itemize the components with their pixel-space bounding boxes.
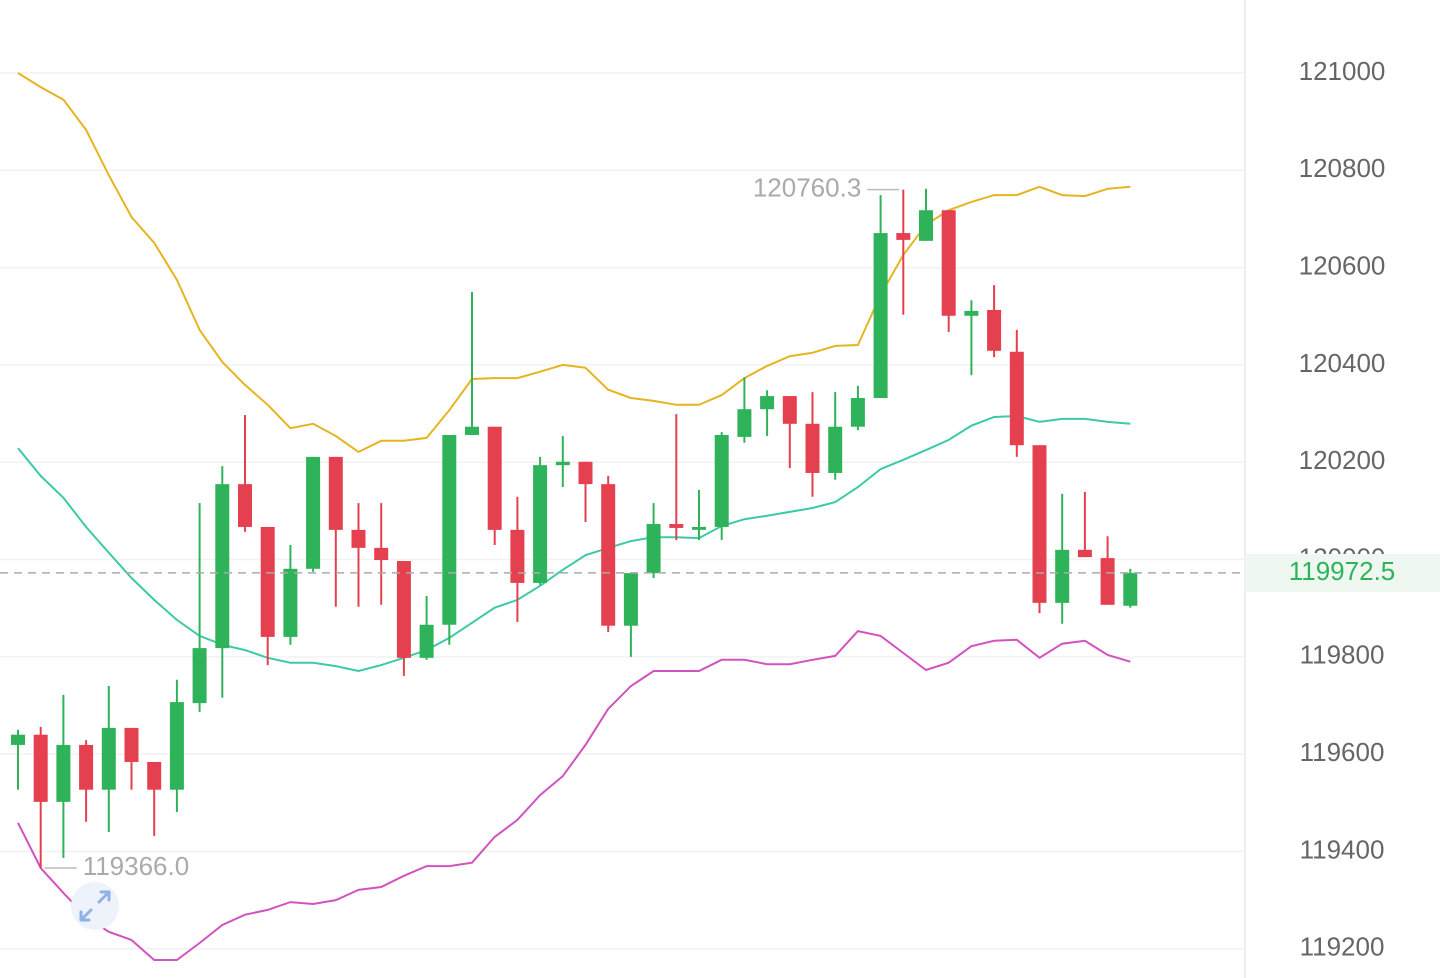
candle-body bbox=[465, 426, 479, 435]
candle-body bbox=[896, 233, 911, 240]
min-label: 119366.0 bbox=[83, 851, 190, 881]
candle-body bbox=[941, 210, 956, 316]
overlay: 120760.3 119366.0 119972.5 bbox=[0, 172, 1440, 881]
y-tick-label: 120400 bbox=[1299, 348, 1386, 378]
candle-body bbox=[601, 484, 616, 626]
expand-icon-bg bbox=[71, 882, 119, 930]
candle-body bbox=[555, 461, 570, 466]
candle-body bbox=[56, 744, 71, 802]
candle-body bbox=[782, 396, 797, 424]
candle-body bbox=[487, 426, 502, 530]
expand-icon[interactable] bbox=[71, 882, 119, 930]
candle-body bbox=[850, 398, 865, 427]
candle-body bbox=[238, 484, 252, 527]
candle-body bbox=[79, 744, 94, 790]
y-tick-label: 121000 bbox=[1299, 56, 1386, 86]
candle-body bbox=[1055, 549, 1070, 603]
candle-body bbox=[623, 573, 638, 626]
candle-body bbox=[1100, 558, 1115, 605]
band-lower bbox=[17, 630, 1131, 961]
candle-body bbox=[873, 233, 888, 399]
candle-body bbox=[283, 568, 298, 637]
y-tick-label: 119200 bbox=[1300, 932, 1385, 962]
candle-body bbox=[964, 310, 979, 316]
candle-body bbox=[1009, 351, 1024, 446]
candle-body bbox=[192, 648, 207, 704]
candle-body bbox=[737, 409, 752, 437]
expand-icon-arrows bbox=[79, 890, 111, 922]
max-label: 120760.3 bbox=[753, 172, 861, 202]
y-tick-label: 119600 bbox=[1300, 737, 1385, 767]
candle-body bbox=[714, 434, 729, 527]
candle-body bbox=[306, 456, 321, 569]
candle-body bbox=[805, 423, 820, 473]
candle-body bbox=[169, 702, 184, 790]
candle-body bbox=[919, 210, 933, 241]
candle-body bbox=[351, 529, 366, 548]
candle-body bbox=[374, 547, 389, 561]
candle-body bbox=[419, 624, 434, 658]
last-price-box bbox=[1245, 553, 1440, 592]
candle-body bbox=[760, 396, 775, 410]
candle-body bbox=[328, 456, 343, 530]
candle-body bbox=[692, 526, 706, 530]
y-tick-label: 119800 bbox=[1300, 640, 1385, 670]
candle-body bbox=[147, 761, 162, 790]
candles bbox=[11, 188, 1138, 869]
candle-body bbox=[1032, 445, 1047, 603]
y-tick-label: 120800 bbox=[1299, 153, 1386, 183]
candle-body bbox=[442, 434, 457, 625]
candle-body bbox=[987, 309, 1002, 351]
y-tick-label: 119400 bbox=[1300, 834, 1385, 864]
candle-body bbox=[215, 484, 230, 649]
candle-body bbox=[669, 524, 684, 528]
candle-body bbox=[101, 727, 116, 790]
last-price-label: 119972.5 bbox=[1289, 556, 1396, 586]
candle-body bbox=[828, 426, 843, 473]
band-middle bbox=[17, 414, 1131, 673]
candle-body bbox=[646, 524, 661, 574]
candle-body bbox=[260, 526, 275, 637]
candle-body bbox=[11, 734, 25, 745]
candle-body bbox=[533, 465, 548, 583]
candle-body bbox=[396, 561, 411, 658]
candle-body bbox=[124, 727, 139, 762]
candle-body bbox=[1077, 549, 1092, 558]
candle-body bbox=[33, 734, 48, 802]
candle-body bbox=[1123, 572, 1138, 606]
y-tick-label: 120600 bbox=[1299, 250, 1386, 280]
candle-body bbox=[578, 461, 593, 485]
y-tick-label: 120200 bbox=[1299, 445, 1386, 475]
candle-body bbox=[510, 529, 525, 583]
